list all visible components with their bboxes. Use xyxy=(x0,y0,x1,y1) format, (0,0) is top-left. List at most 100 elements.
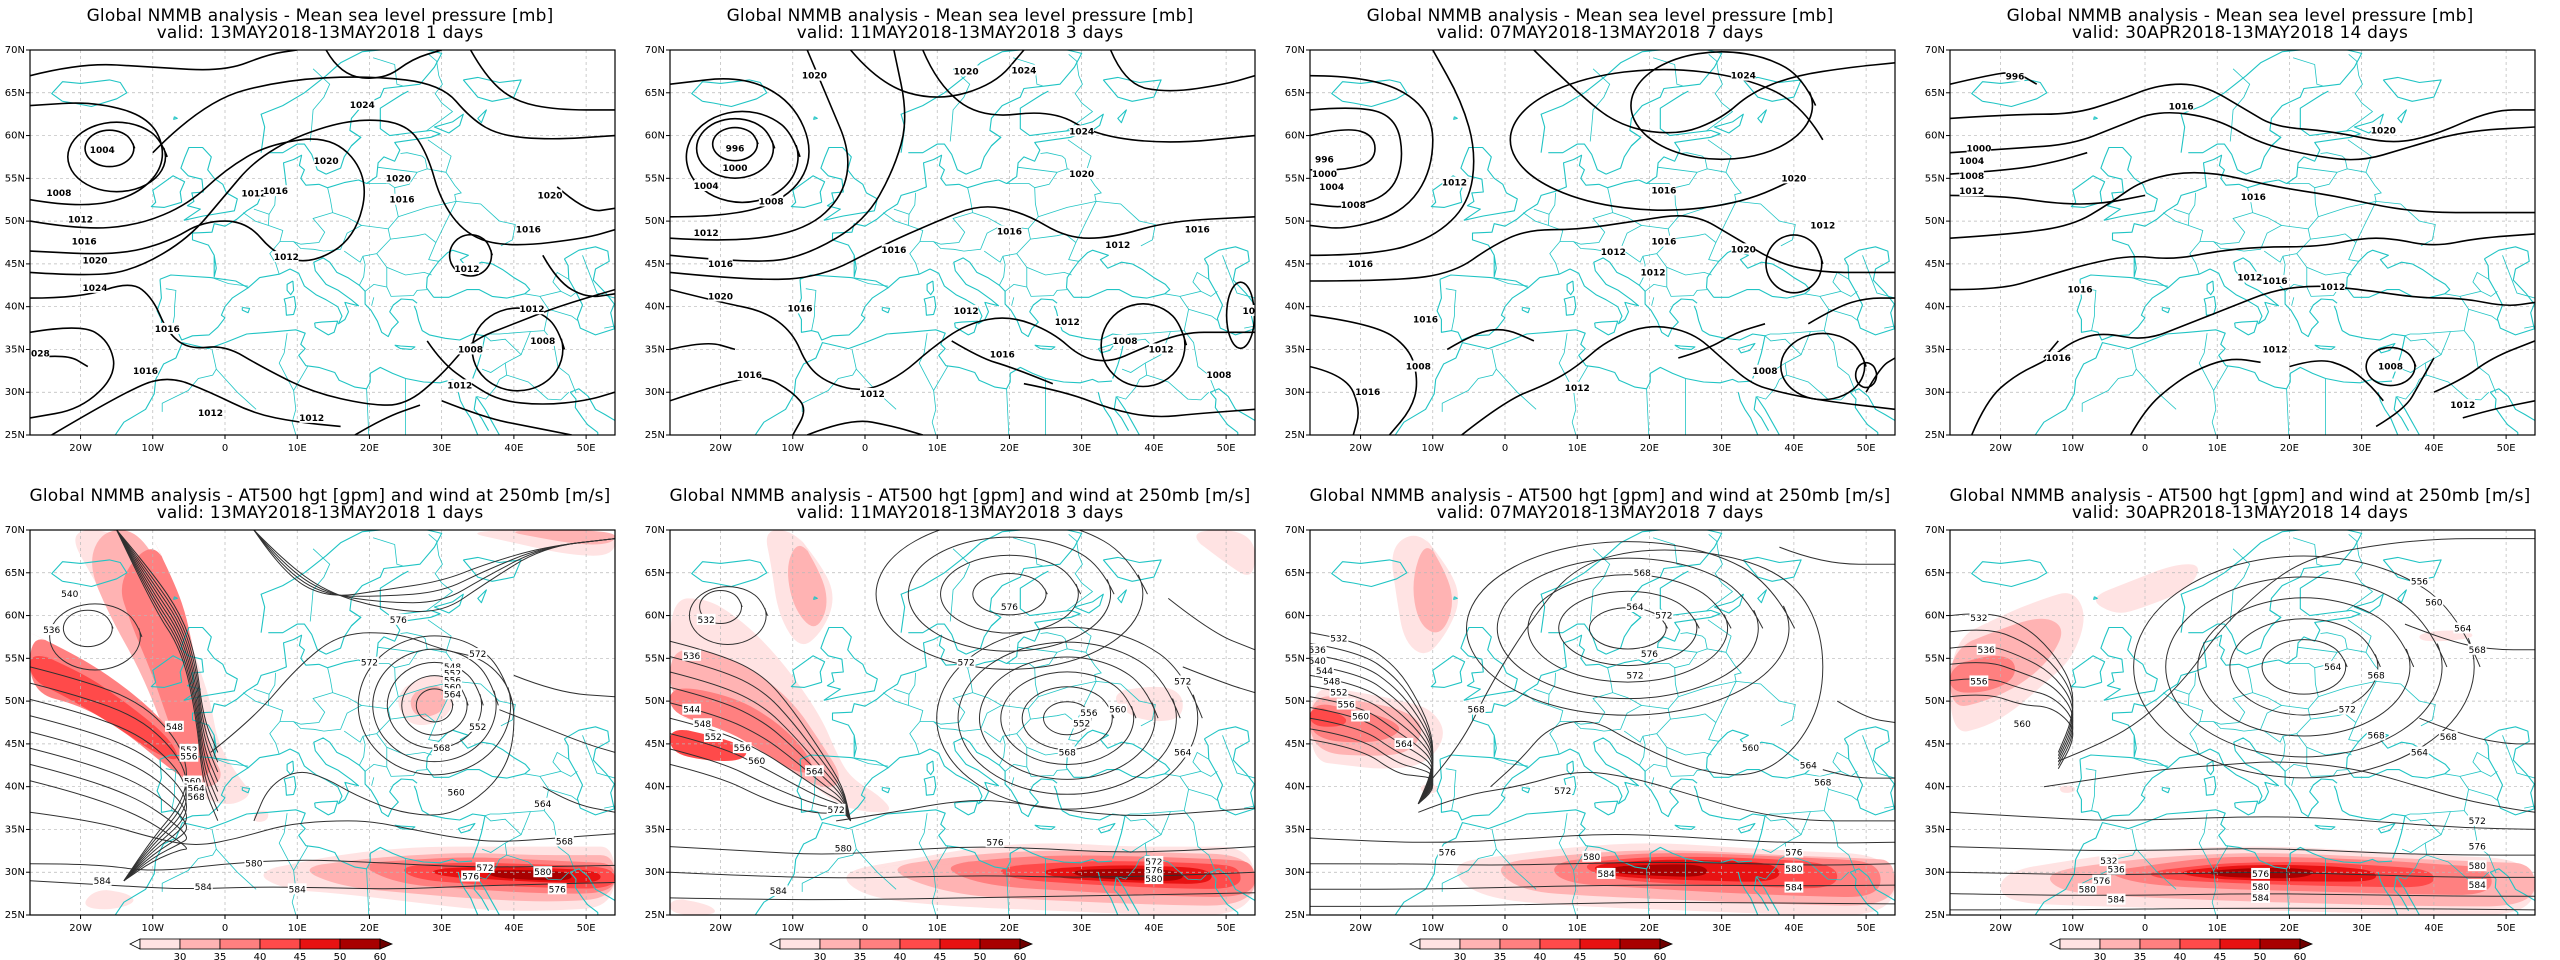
contour-label: 1016 xyxy=(1355,388,1380,398)
panel-mslp-7d: Global NMMB analysis - Mean sea level pr… xyxy=(1280,0,1920,480)
border xyxy=(2286,868,2290,915)
lat-tick-label: 45N xyxy=(1285,739,1305,750)
border xyxy=(2396,854,2427,880)
lat-tick-label: 30N xyxy=(1285,867,1305,878)
contour-label: 560 xyxy=(448,789,465,799)
lat-tick-label: 25N xyxy=(1285,910,1305,921)
border xyxy=(1067,139,1092,173)
coastline-faroes xyxy=(173,596,178,600)
contour-label: 576 xyxy=(1145,867,1162,877)
lat-tick-label: 45N xyxy=(1925,739,1945,750)
lon-tick-label: 20E xyxy=(2280,443,2299,454)
coastline-corsica xyxy=(286,280,295,296)
lon-tick-label: 10E xyxy=(2208,923,2227,934)
coastline-gulf2 xyxy=(2489,868,2535,903)
contour-label: 560 xyxy=(748,757,765,767)
coastline-gulf xyxy=(1849,871,1879,915)
contour-label: 584 xyxy=(1598,870,1615,880)
contour-label: 536 xyxy=(2108,866,2125,876)
border xyxy=(1646,183,1679,230)
border xyxy=(386,267,428,297)
border xyxy=(2472,751,2490,772)
coastline-gulf xyxy=(1849,391,1879,435)
border xyxy=(211,757,249,767)
border xyxy=(253,688,270,695)
border xyxy=(1884,325,1895,329)
border xyxy=(372,537,403,567)
lat-tick-label: 40N xyxy=(5,782,25,793)
border xyxy=(2229,548,2251,622)
lake xyxy=(433,113,464,134)
border xyxy=(1116,854,1147,880)
coastline-redsea xyxy=(2377,872,2399,915)
panel-title: Global NMMB analysis - Mean sea level pr… xyxy=(2006,6,2474,26)
contour-label: 996 xyxy=(726,144,745,154)
contour-label: 544 xyxy=(1316,667,1333,677)
map-area: 5325365565605645685725685645685565605645… xyxy=(1950,530,2535,915)
lon-tick-label: 10W xyxy=(1421,923,1444,934)
panel-valid: valid: 13MAY2018-13MAY2018 1 days xyxy=(156,503,484,523)
border xyxy=(291,365,309,435)
border xyxy=(1756,374,1787,400)
lat-tick-label: 70N xyxy=(645,525,665,536)
border xyxy=(371,297,375,306)
border xyxy=(1589,68,1611,142)
map-frame: 70N 65N 60N 55N 50N 45N 40N 35N 30N 25N 20W 10W 0 10E… xyxy=(645,525,1256,934)
border xyxy=(1496,368,1537,410)
lat-tick-label: 25N xyxy=(645,910,665,921)
border xyxy=(1651,297,1655,306)
lake xyxy=(2397,589,2407,604)
contour-label: 536 xyxy=(683,652,700,662)
lon-tick-label: 20W xyxy=(69,443,92,454)
contour-label: 1016 xyxy=(737,371,762,381)
lat-tick-label: 50N xyxy=(645,216,665,227)
contour-label: 532 xyxy=(2100,857,2117,867)
lat-tick-label: 45N xyxy=(1925,259,1945,270)
lon-tick-label: 10W xyxy=(781,923,804,934)
coastline-baltic xyxy=(989,129,1002,147)
border xyxy=(1670,713,1719,742)
lat-tick-label: 25N xyxy=(1925,430,1945,441)
lon-tick-label: 0 xyxy=(862,923,868,934)
coastline-balearic xyxy=(881,306,891,314)
border xyxy=(1004,283,1027,292)
lat-tick-label: 70N xyxy=(1925,525,1945,536)
colorbar-label: 45 xyxy=(294,952,307,960)
border xyxy=(1188,788,1218,801)
coastline-med xyxy=(1527,257,1698,338)
border xyxy=(165,768,177,811)
colorbar-label: 40 xyxy=(2174,952,2187,960)
coastline-balearic xyxy=(1521,786,1531,794)
border xyxy=(1065,533,1094,612)
contour-label: 572 xyxy=(1626,671,1643,681)
contour-label: 1012 xyxy=(2450,401,2475,411)
coastline-faroes xyxy=(813,116,818,120)
border xyxy=(1192,271,1210,292)
coastline-turkey xyxy=(2333,305,2406,379)
border xyxy=(1804,770,1858,777)
contour-label: 1016 xyxy=(155,325,180,335)
contour-label: 1016 xyxy=(708,260,733,270)
lat-tick-label: 25N xyxy=(1925,910,1945,921)
coastline-sicily xyxy=(2234,800,2259,816)
colorbar-label: 30 xyxy=(814,952,827,960)
contour-label: 1012 xyxy=(68,215,93,225)
coastlines xyxy=(691,530,1255,915)
map-frame: 70N 65N 60N 55N 50N 45N 40N 35N 30N 25N 20W 10W 0 10E… xyxy=(1925,525,2536,934)
isobars xyxy=(670,50,1255,435)
lat-tick-label: 55N xyxy=(1925,173,1945,184)
panel-title: Global NMMB analysis - Mean sea level pr… xyxy=(86,6,554,26)
panel-valid: valid: 13MAY2018-13MAY2018 1 days xyxy=(156,23,484,43)
contour-label: 1016 xyxy=(787,304,812,314)
lon-tick-label: 50E xyxy=(1217,923,1236,934)
border xyxy=(2162,212,2204,275)
contour-label: 564 xyxy=(444,690,461,700)
border xyxy=(1612,212,1642,226)
contour-label: 1012 xyxy=(1959,187,1984,197)
border xyxy=(2310,713,2359,742)
border xyxy=(2524,805,2535,809)
coastline-sicily xyxy=(1594,320,1619,336)
lat-tick-label: 50N xyxy=(1925,696,1945,707)
lon-tick-label: 50E xyxy=(1217,443,1236,454)
